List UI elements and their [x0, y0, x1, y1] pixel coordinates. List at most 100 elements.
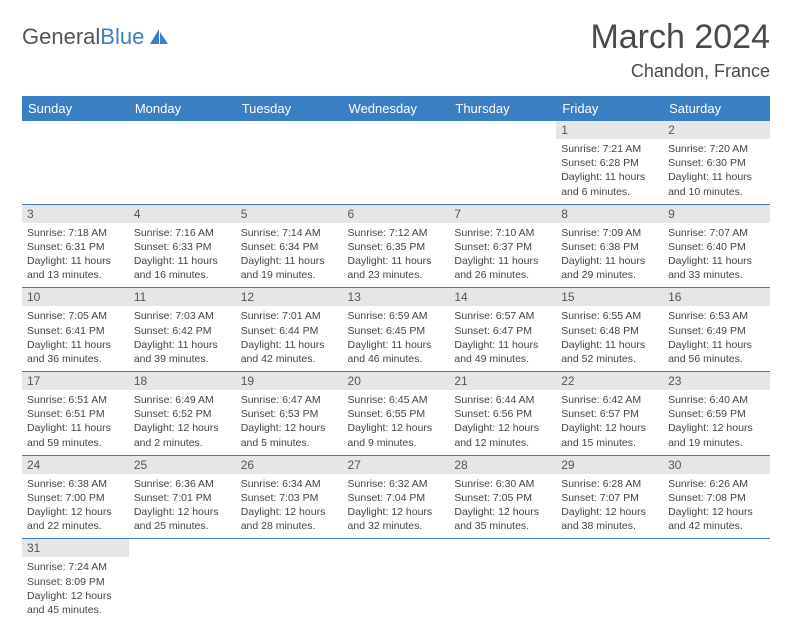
calendar-cell: 13Sunrise: 6:59 AMSunset: 6:45 PMDayligh…	[343, 288, 450, 372]
day-number: 18	[129, 372, 236, 390]
calendar-cell: 2Sunrise: 7:20 AMSunset: 6:30 PMDaylight…	[663, 121, 770, 204]
day-body: Sunrise: 6:40 AMSunset: 6:59 PMDaylight:…	[663, 390, 770, 455]
day-body: Sunrise: 7:10 AMSunset: 6:37 PMDaylight:…	[449, 223, 556, 288]
weekday-header: Sunday	[22, 96, 129, 121]
weekday-row: SundayMondayTuesdayWednesdayThursdayFrid…	[22, 96, 770, 121]
day-body: Sunrise: 7:09 AMSunset: 6:38 PMDaylight:…	[556, 223, 663, 288]
weekday-header: Friday	[556, 96, 663, 121]
calendar-cell-empty	[556, 539, 663, 622]
day-number: 26	[236, 456, 343, 474]
calendar-cell: 15Sunrise: 6:55 AMSunset: 6:48 PMDayligh…	[556, 288, 663, 372]
day-number: 20	[343, 372, 450, 390]
day-number: 1	[556, 121, 663, 139]
calendar-cell: 19Sunrise: 6:47 AMSunset: 6:53 PMDayligh…	[236, 372, 343, 456]
day-number: 10	[22, 288, 129, 306]
day-body: Sunrise: 6:30 AMSunset: 7:05 PMDaylight:…	[449, 474, 556, 539]
calendar-cell: 6Sunrise: 7:12 AMSunset: 6:35 PMDaylight…	[343, 204, 450, 288]
calendar-cell: 7Sunrise: 7:10 AMSunset: 6:37 PMDaylight…	[449, 204, 556, 288]
day-body: Sunrise: 6:38 AMSunset: 7:00 PMDaylight:…	[22, 474, 129, 539]
day-body: Sunrise: 6:36 AMSunset: 7:01 PMDaylight:…	[129, 474, 236, 539]
day-number: 25	[129, 456, 236, 474]
day-number: 7	[449, 205, 556, 223]
calendar-cell: 26Sunrise: 6:34 AMSunset: 7:03 PMDayligh…	[236, 455, 343, 539]
calendar-cell-empty	[343, 539, 450, 622]
day-body: Sunrise: 7:16 AMSunset: 6:33 PMDaylight:…	[129, 223, 236, 288]
calendar-cell: 29Sunrise: 6:28 AMSunset: 7:07 PMDayligh…	[556, 455, 663, 539]
calendar-row: 1Sunrise: 7:21 AMSunset: 6:28 PMDaylight…	[22, 121, 770, 204]
calendar-cell: 1Sunrise: 7:21 AMSunset: 6:28 PMDaylight…	[556, 121, 663, 204]
logo-text-1: General	[22, 24, 100, 50]
calendar-cell: 24Sunrise: 6:38 AMSunset: 7:00 PMDayligh…	[22, 455, 129, 539]
day-body: Sunrise: 6:34 AMSunset: 7:03 PMDaylight:…	[236, 474, 343, 539]
sail-icon	[148, 28, 170, 46]
day-number: 30	[663, 456, 770, 474]
weekday-header: Monday	[129, 96, 236, 121]
day-body: Sunrise: 6:53 AMSunset: 6:49 PMDaylight:…	[663, 306, 770, 371]
calendar-cell: 8Sunrise: 7:09 AMSunset: 6:38 PMDaylight…	[556, 204, 663, 288]
calendar-cell: 14Sunrise: 6:57 AMSunset: 6:47 PMDayligh…	[449, 288, 556, 372]
month-title: March 2024	[590, 18, 770, 57]
day-number: 9	[663, 205, 770, 223]
day-body: Sunrise: 6:55 AMSunset: 6:48 PMDaylight:…	[556, 306, 663, 371]
calendar-cell: 12Sunrise: 7:01 AMSunset: 6:44 PMDayligh…	[236, 288, 343, 372]
title-block: March 2024 Chandon, France	[590, 18, 770, 82]
day-body: Sunrise: 7:12 AMSunset: 6:35 PMDaylight:…	[343, 223, 450, 288]
calendar-cell: 3Sunrise: 7:18 AMSunset: 6:31 PMDaylight…	[22, 204, 129, 288]
weekday-header: Thursday	[449, 96, 556, 121]
day-body: Sunrise: 7:05 AMSunset: 6:41 PMDaylight:…	[22, 306, 129, 371]
calendar-cell: 11Sunrise: 7:03 AMSunset: 6:42 PMDayligh…	[129, 288, 236, 372]
day-number: 21	[449, 372, 556, 390]
calendar-row: 31Sunrise: 7:24 AMSunset: 8:09 PMDayligh…	[22, 539, 770, 622]
day-number: 12	[236, 288, 343, 306]
calendar-row: 10Sunrise: 7:05 AMSunset: 6:41 PMDayligh…	[22, 288, 770, 372]
day-body: Sunrise: 6:59 AMSunset: 6:45 PMDaylight:…	[343, 306, 450, 371]
calendar-cell: 10Sunrise: 7:05 AMSunset: 6:41 PMDayligh…	[22, 288, 129, 372]
calendar-row: 3Sunrise: 7:18 AMSunset: 6:31 PMDaylight…	[22, 204, 770, 288]
day-body: Sunrise: 7:07 AMSunset: 6:40 PMDaylight:…	[663, 223, 770, 288]
day-body: Sunrise: 7:14 AMSunset: 6:34 PMDaylight:…	[236, 223, 343, 288]
day-body: Sunrise: 7:18 AMSunset: 6:31 PMDaylight:…	[22, 223, 129, 288]
day-body: Sunrise: 7:01 AMSunset: 6:44 PMDaylight:…	[236, 306, 343, 371]
calendar-cell: 5Sunrise: 7:14 AMSunset: 6:34 PMDaylight…	[236, 204, 343, 288]
calendar-table: SundayMondayTuesdayWednesdayThursdayFrid…	[22, 96, 770, 622]
calendar-body: 1Sunrise: 7:21 AMSunset: 6:28 PMDaylight…	[22, 121, 770, 622]
calendar-cell: 21Sunrise: 6:44 AMSunset: 6:56 PMDayligh…	[449, 372, 556, 456]
logo-text-2: Blue	[100, 24, 144, 50]
calendar-cell-empty	[236, 539, 343, 622]
calendar-cell: 18Sunrise: 6:49 AMSunset: 6:52 PMDayligh…	[129, 372, 236, 456]
weekday-header: Saturday	[663, 96, 770, 121]
day-number: 17	[22, 372, 129, 390]
weekday-header: Tuesday	[236, 96, 343, 121]
day-body: Sunrise: 6:44 AMSunset: 6:56 PMDaylight:…	[449, 390, 556, 455]
day-number: 19	[236, 372, 343, 390]
day-number: 3	[22, 205, 129, 223]
day-number: 6	[343, 205, 450, 223]
calendar-cell: 23Sunrise: 6:40 AMSunset: 6:59 PMDayligh…	[663, 372, 770, 456]
day-number: 5	[236, 205, 343, 223]
calendar-cell: 16Sunrise: 6:53 AMSunset: 6:49 PMDayligh…	[663, 288, 770, 372]
day-body: Sunrise: 6:49 AMSunset: 6:52 PMDaylight:…	[129, 390, 236, 455]
day-body: Sunrise: 7:24 AMSunset: 8:09 PMDaylight:…	[22, 557, 129, 622]
day-number: 29	[556, 456, 663, 474]
logo: GeneralBlue	[22, 18, 170, 50]
day-body: Sunrise: 6:28 AMSunset: 7:07 PMDaylight:…	[556, 474, 663, 539]
day-body: Sunrise: 7:21 AMSunset: 6:28 PMDaylight:…	[556, 139, 663, 204]
calendar-cell-empty	[236, 121, 343, 204]
calendar-row: 17Sunrise: 6:51 AMSunset: 6:51 PMDayligh…	[22, 372, 770, 456]
day-number: 13	[343, 288, 450, 306]
day-number: 4	[129, 205, 236, 223]
calendar-cell: 4Sunrise: 7:16 AMSunset: 6:33 PMDaylight…	[129, 204, 236, 288]
day-body: Sunrise: 6:51 AMSunset: 6:51 PMDaylight:…	[22, 390, 129, 455]
day-number: 22	[556, 372, 663, 390]
day-number: 31	[22, 539, 129, 557]
day-number: 14	[449, 288, 556, 306]
day-number: 15	[556, 288, 663, 306]
calendar-cell: 28Sunrise: 6:30 AMSunset: 7:05 PMDayligh…	[449, 455, 556, 539]
day-number: 27	[343, 456, 450, 474]
weekday-header: Wednesday	[343, 96, 450, 121]
day-body: Sunrise: 6:57 AMSunset: 6:47 PMDaylight:…	[449, 306, 556, 371]
calendar-cell: 17Sunrise: 6:51 AMSunset: 6:51 PMDayligh…	[22, 372, 129, 456]
calendar-cell: 20Sunrise: 6:45 AMSunset: 6:55 PMDayligh…	[343, 372, 450, 456]
day-body: Sunrise: 6:45 AMSunset: 6:55 PMDaylight:…	[343, 390, 450, 455]
day-body: Sunrise: 6:42 AMSunset: 6:57 PMDaylight:…	[556, 390, 663, 455]
